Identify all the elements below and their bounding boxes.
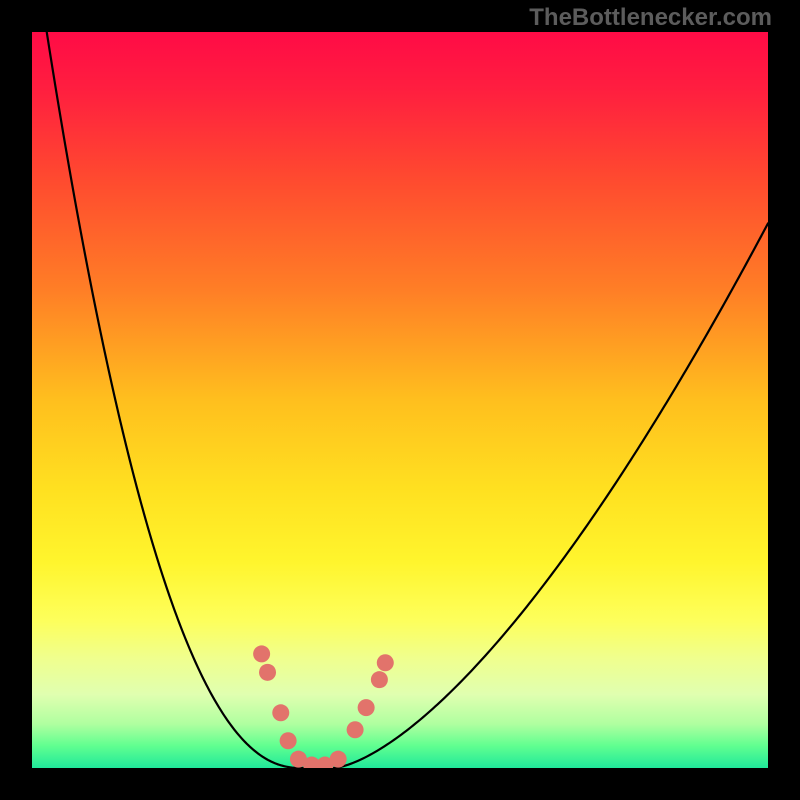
annotation-bead [347, 721, 364, 738]
gradient-background [32, 32, 768, 768]
annotation-bead [330, 751, 347, 768]
plot-svg [32, 32, 768, 768]
annotation-bead [272, 704, 289, 721]
annotation-bead [377, 654, 394, 671]
annotation-bead [371, 671, 388, 688]
annotation-bead [358, 699, 375, 716]
plot-area [32, 32, 768, 768]
annotation-bead [253, 645, 270, 662]
watermark-text: TheBottlenecker.com [529, 4, 772, 32]
bottleneck-chart: TheBottlenecker.com [0, 0, 800, 800]
annotation-bead [259, 664, 276, 681]
annotation-bead [280, 732, 297, 749]
